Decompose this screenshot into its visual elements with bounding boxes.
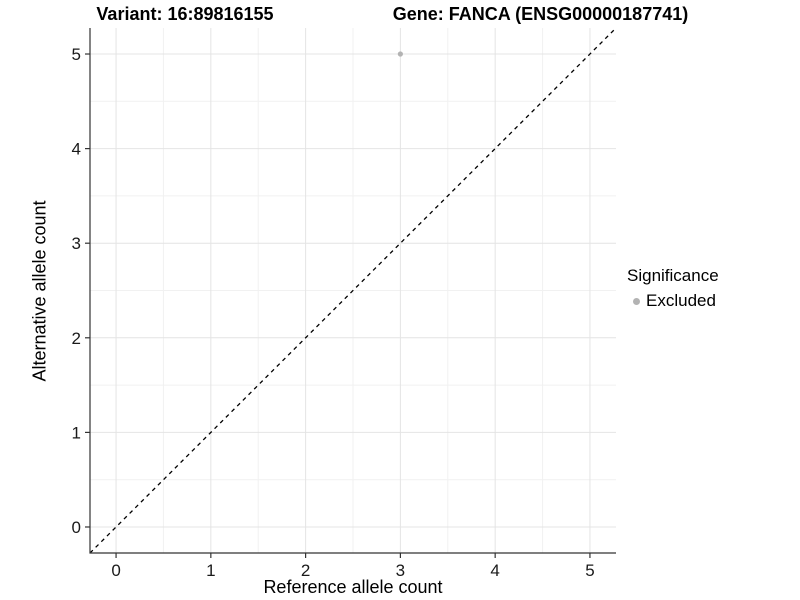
x-tick-label: 1 (206, 561, 215, 580)
legend: Significance Excluded (627, 266, 719, 311)
gene-title: Gene: FANCA (ENSG00000187741) (392, 4, 689, 24)
x-tick-label: 3 (396, 561, 405, 580)
legend-title: Significance (627, 266, 719, 285)
y-tick-label: 0 (72, 518, 81, 537)
x-tick-label: 4 (490, 561, 499, 580)
x-tick-label: 5 (585, 561, 594, 580)
x-tick-label: 2 (301, 561, 310, 580)
variant-title: Variant: 16:89816155 (96, 4, 274, 24)
data-point-excluded (397, 51, 403, 57)
y-axis-title: Alternative allele count (29, 200, 50, 382)
excluded-marker-icon (633, 297, 640, 305)
y-tick-label: 2 (72, 329, 81, 348)
y-tick-label: 4 (72, 140, 81, 159)
identity-reference-line (89, 27, 617, 554)
x-axis-title: Reference allele count (263, 577, 443, 597)
legend-item-label: Excluded (646, 291, 716, 310)
x-tick-label: 0 (111, 561, 120, 580)
y-tick-label: 3 (72, 234, 81, 253)
y-tick-label: 1 (72, 423, 81, 442)
y-tick-label: 5 (72, 45, 81, 64)
axis-lines (89, 28, 616, 554)
legend-item-excluded: Excluded (627, 291, 719, 311)
